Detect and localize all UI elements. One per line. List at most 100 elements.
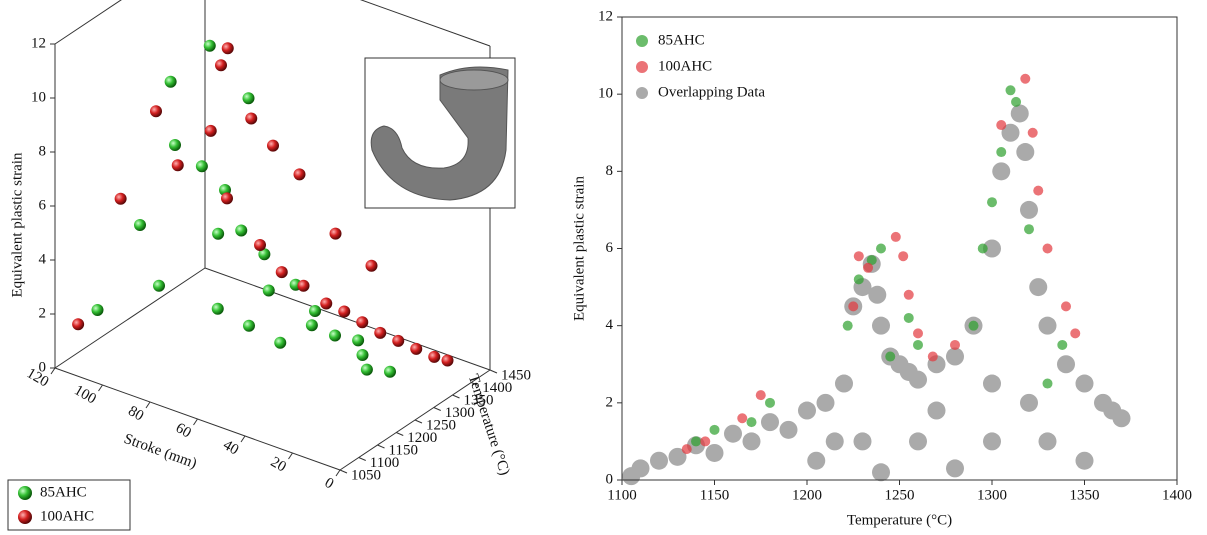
point bbox=[977, 243, 988, 254]
z-tick-label: 10 bbox=[31, 89, 46, 105]
point bbox=[1075, 451, 1094, 470]
legend-label: 100AHC bbox=[40, 508, 94, 524]
point bbox=[441, 354, 454, 367]
z-tick-label: 0 bbox=[39, 359, 47, 375]
point bbox=[709, 424, 720, 435]
point bbox=[356, 316, 369, 329]
legend-marker bbox=[18, 510, 32, 524]
x-tick-label: 1200 bbox=[792, 487, 822, 503]
point bbox=[1027, 127, 1038, 138]
point bbox=[746, 417, 757, 428]
point bbox=[1010, 104, 1029, 123]
point bbox=[267, 139, 279, 152]
y-tick-label: 8 bbox=[606, 163, 614, 179]
y-tick-label: 1200 bbox=[407, 430, 437, 446]
point bbox=[245, 112, 258, 125]
point bbox=[1057, 339, 1068, 350]
point bbox=[171, 159, 184, 172]
x-tick-label: 0 bbox=[322, 475, 336, 493]
point bbox=[428, 350, 441, 363]
point bbox=[338, 305, 351, 318]
z-tick-label: 4 bbox=[39, 251, 47, 267]
y-tick bbox=[377, 444, 385, 449]
point bbox=[1005, 85, 1016, 96]
x-tick-label: 1300 bbox=[977, 487, 1007, 503]
point bbox=[352, 334, 365, 347]
point bbox=[384, 365, 396, 378]
point bbox=[890, 231, 901, 242]
x-tick-label: 1100 bbox=[607, 487, 636, 503]
point bbox=[650, 451, 668, 470]
point bbox=[211, 302, 224, 315]
x-tick-label: 20 bbox=[268, 454, 289, 475]
y-tick-label: 1100 bbox=[370, 455, 399, 471]
y-tick-label: 1250 bbox=[426, 417, 456, 433]
part-shape bbox=[370, 66, 509, 201]
point bbox=[825, 432, 844, 451]
legend-label: 100AHC bbox=[658, 58, 712, 74]
point bbox=[983, 374, 1001, 393]
point bbox=[913, 339, 923, 350]
point bbox=[1001, 123, 1020, 142]
point bbox=[868, 285, 887, 304]
point bbox=[853, 432, 872, 451]
y-tick bbox=[396, 432, 404, 436]
point bbox=[765, 397, 775, 408]
y-tick bbox=[358, 457, 366, 461]
point bbox=[1038, 316, 1057, 335]
box-edge bbox=[54, 0, 122, 45]
point bbox=[761, 413, 779, 432]
point bbox=[204, 124, 217, 137]
y-tick-label: 1150 bbox=[389, 442, 418, 458]
y-tick-label: 4 bbox=[606, 317, 614, 333]
point bbox=[691, 436, 701, 447]
point bbox=[983, 432, 1001, 451]
point bbox=[1070, 328, 1081, 339]
point bbox=[235, 224, 248, 237]
y-tick bbox=[414, 419, 423, 424]
point bbox=[164, 75, 177, 88]
point bbox=[1042, 378, 1053, 389]
point bbox=[212, 227, 225, 240]
point bbox=[392, 334, 405, 347]
point bbox=[134, 219, 146, 231]
point bbox=[329, 329, 341, 342]
point bbox=[320, 297, 333, 310]
point bbox=[1038, 432, 1057, 451]
point bbox=[1112, 409, 1131, 428]
point bbox=[742, 432, 761, 451]
part-rim bbox=[439, 69, 509, 91]
point bbox=[724, 424, 742, 443]
point bbox=[242, 92, 255, 105]
z-tick-label: 12 bbox=[31, 35, 46, 51]
x-tick bbox=[288, 452, 293, 460]
point bbox=[1020, 393, 1038, 412]
y-tick-label: 1450 bbox=[501, 367, 531, 383]
point bbox=[1020, 73, 1031, 84]
point bbox=[816, 393, 835, 412]
point bbox=[72, 318, 85, 331]
point bbox=[946, 347, 964, 366]
point bbox=[1011, 96, 1022, 107]
y-axis-title: Equivalent plastic strain bbox=[571, 176, 587, 321]
point bbox=[410, 342, 423, 355]
x-tick-label: 1350 bbox=[1070, 487, 1100, 503]
point bbox=[848, 301, 859, 312]
x-tick-label: 120 bbox=[24, 365, 51, 390]
point bbox=[898, 251, 909, 262]
point bbox=[274, 336, 287, 349]
y-tick-label: 12 bbox=[598, 8, 613, 24]
point bbox=[221, 42, 234, 55]
point bbox=[946, 459, 964, 478]
point bbox=[258, 248, 271, 261]
point bbox=[329, 227, 342, 240]
box-edge bbox=[54, 267, 206, 369]
point bbox=[1024, 224, 1034, 235]
point bbox=[1029, 278, 1048, 297]
z-tick-label: 2 bbox=[39, 305, 47, 321]
x-tick-label: 1150 bbox=[700, 487, 729, 503]
point bbox=[631, 459, 650, 478]
point bbox=[114, 192, 127, 205]
y-tick-label: 2 bbox=[606, 394, 614, 410]
